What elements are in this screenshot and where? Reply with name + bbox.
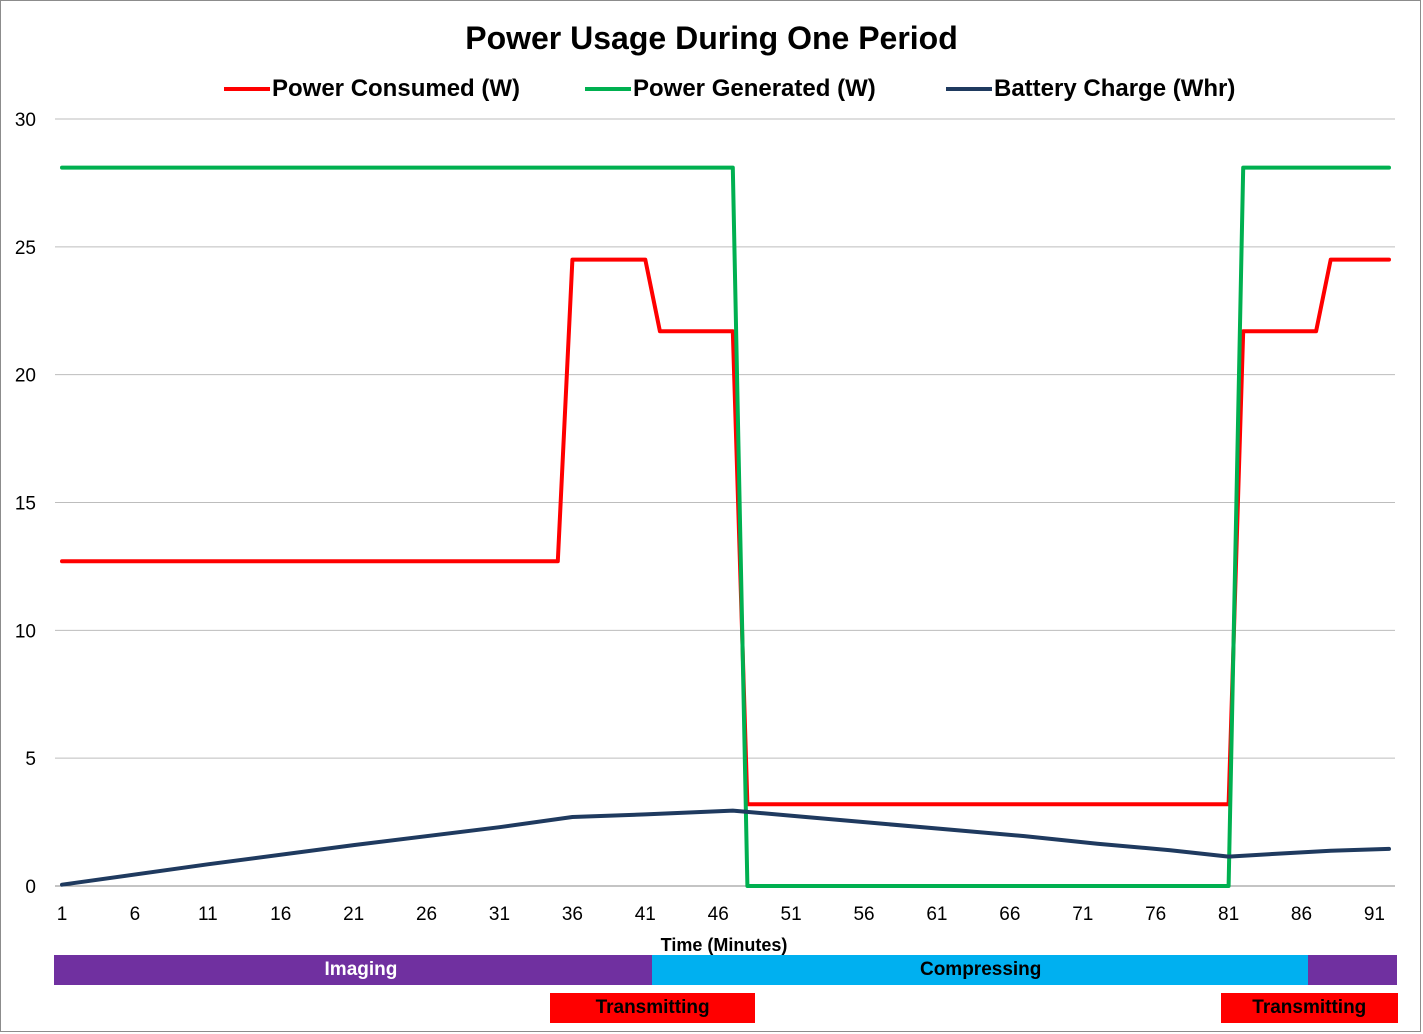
x-tick-label: 16 bbox=[270, 904, 291, 925]
x-tick-label: 36 bbox=[562, 904, 583, 925]
legend-swatch-battery-charge bbox=[946, 87, 992, 91]
y-tick-label: 30 bbox=[15, 110, 36, 131]
chart-title: Power Usage During One Period bbox=[465, 20, 958, 56]
legend-battery-charge: Battery Charge (Whr) bbox=[946, 74, 1235, 104]
x-tick-label: 41 bbox=[635, 904, 656, 925]
legend-label-power-generated: Power Generated (W) bbox=[633, 75, 876, 102]
x-tick-label: 81 bbox=[1218, 904, 1239, 925]
x-tick-label: 86 bbox=[1291, 904, 1312, 925]
x-tick-label: 91 bbox=[1364, 904, 1385, 925]
legend-label-power-consumed: Power Consumed (W) bbox=[272, 75, 521, 102]
legend-power-generated: Power Generated (W) bbox=[585, 74, 876, 104]
y-tick-label: 25 bbox=[15, 238, 36, 259]
phase-bar-transmit-1: Transmitting bbox=[1220, 993, 1398, 1023]
legend-swatch-power-consumed bbox=[224, 87, 270, 91]
x-tick-label: 56 bbox=[853, 904, 874, 925]
y-tick-label: 15 bbox=[15, 494, 36, 515]
x-tick-label: 26 bbox=[416, 904, 437, 925]
y-tick-label: 0 bbox=[25, 877, 36, 898]
phase-bar-activity-1: Compressing bbox=[651, 955, 1310, 985]
x-tick-label: 21 bbox=[343, 904, 364, 925]
x-tick-label: 11 bbox=[198, 904, 218, 925]
series-line-2 bbox=[60, 808, 1391, 887]
legend-power-consumed: Power Consumed (W) bbox=[224, 74, 520, 104]
phase-bar-activity-2 bbox=[1308, 955, 1397, 985]
series-line-0 bbox=[60, 257, 1391, 807]
x-tick-label: 6 bbox=[130, 904, 141, 925]
x-axis-label: Time (Minutes) bbox=[661, 935, 788, 955]
x-tick-label: 31 bbox=[489, 904, 510, 925]
x-tick-label: 51 bbox=[781, 904, 802, 925]
x-tick-label: 61 bbox=[926, 904, 947, 925]
x-tick-label: 76 bbox=[1145, 904, 1166, 925]
x-tick-label: 1 bbox=[57, 904, 68, 925]
phase-bar-transmit-0: Transmitting bbox=[549, 993, 756, 1023]
phase-bar-activity-0: Imaging bbox=[54, 955, 668, 985]
x-tick-label: 46 bbox=[708, 904, 729, 925]
y-tick-label: 10 bbox=[15, 621, 36, 642]
x-tick-label: 71 bbox=[1072, 904, 1093, 925]
legend-label-battery-charge: Battery Charge (Whr) bbox=[994, 75, 1236, 102]
x-tick-label: 66 bbox=[999, 904, 1020, 925]
legend-swatch-power-generated bbox=[585, 87, 631, 91]
series-line-1 bbox=[60, 165, 1391, 888]
y-tick-label: 20 bbox=[15, 366, 36, 387]
y-tick-label: 5 bbox=[25, 749, 36, 770]
